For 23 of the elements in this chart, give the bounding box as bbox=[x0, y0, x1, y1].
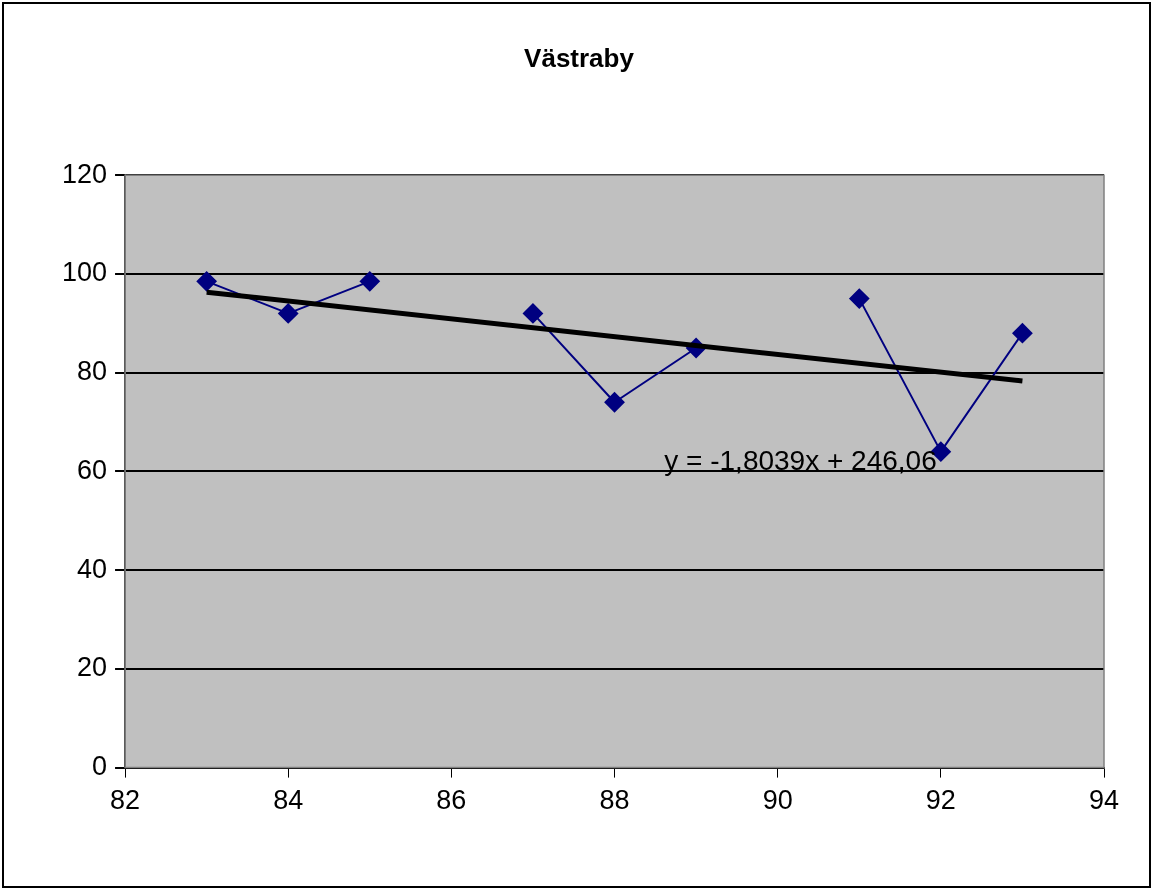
x-tick-label: 92 bbox=[925, 785, 956, 816]
x-tick-label: 84 bbox=[273, 785, 304, 816]
chart-title: Västraby bbox=[524, 42, 635, 73]
y-tick-label: 0 bbox=[92, 751, 108, 782]
y-tick-label: 60 bbox=[77, 454, 108, 485]
y-tick-label: 120 bbox=[61, 158, 108, 189]
y-tick-label: 20 bbox=[77, 652, 108, 683]
point bbox=[359, 271, 380, 292]
point bbox=[849, 288, 870, 309]
point bbox=[196, 271, 217, 292]
x-tick-label: 86 bbox=[436, 785, 467, 816]
y-tick-label: 100 bbox=[61, 257, 108, 288]
point bbox=[522, 303, 543, 324]
y-tick-label: 80 bbox=[77, 356, 108, 387]
x-tick-label: 94 bbox=[1088, 785, 1120, 816]
point bbox=[1012, 323, 1033, 344]
annotation: y = -1,8039x + 246,06 bbox=[664, 445, 937, 477]
y-tick-label: 40 bbox=[77, 553, 108, 584]
point bbox=[604, 392, 625, 413]
x-tick-label: 82 bbox=[110, 785, 141, 816]
x-tick-label: 88 bbox=[599, 785, 630, 816]
point bbox=[278, 303, 299, 324]
x-tick-label: 90 bbox=[762, 785, 793, 816]
